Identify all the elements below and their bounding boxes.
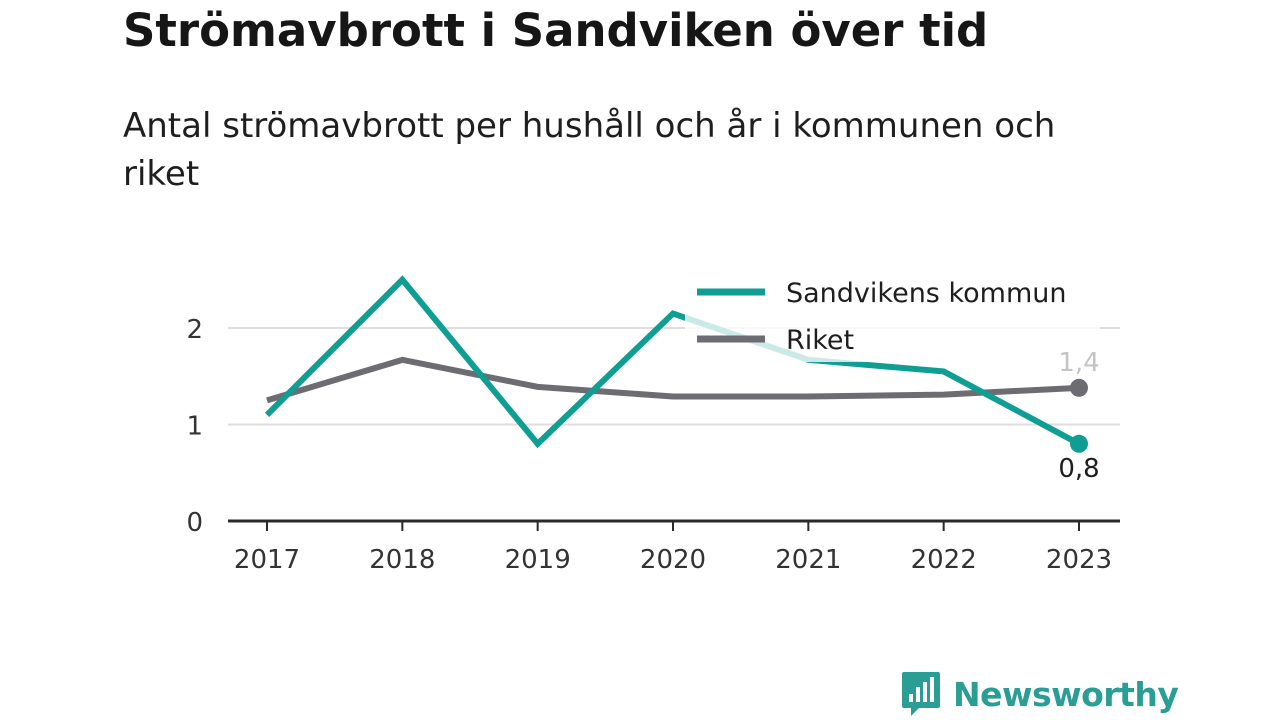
x-tick-label: 2018 <box>369 545 435 575</box>
legend-label: Sandvikens kommun <box>786 278 1066 309</box>
end-point-marker <box>1070 378 1088 397</box>
end-point-marker <box>1070 434 1088 453</box>
y-tick-label: 2 <box>186 315 203 345</box>
legend-background <box>685 268 1100 362</box>
legend-label: Riket <box>786 325 854 356</box>
series-line-riket <box>266 356 1080 404</box>
y-tick-label: 1 <box>186 412 203 442</box>
end-value-label: 1,4 <box>1058 348 1099 378</box>
chart-subtitle: Antal strömavbrott per hushåll och år i … <box>123 106 1056 194</box>
x-axis-ticks: 2017 2018 2019 2020 2021 2022 2023 <box>234 521 1112 575</box>
y-axis-ticks: 0 1 2 <box>186 315 203 538</box>
newsworthy-logo-icon <box>902 672 940 716</box>
end-value-label: 0,8 <box>1058 454 1099 484</box>
x-tick-label: 2023 <box>1046 545 1112 575</box>
brand-logo: Newsworthy <box>901 668 1179 720</box>
x-tick-label: 2022 <box>911 545 977 575</box>
chart-title: Strömavbrott i Sandviken över tid <box>123 4 989 57</box>
x-tick-label: 2019 <box>505 545 571 575</box>
x-tick-label: 2020 <box>640 545 706 575</box>
series-line-sandvikens-kommun <box>264 275 1081 449</box>
brand-name: Newsworthy <box>953 674 1179 714</box>
y-tick-label: 0 <box>186 508 203 538</box>
legend: Sandvikens kommun Riket <box>685 268 1100 362</box>
x-tick-label: 2017 <box>234 545 300 575</box>
end-points: 0,8 1,4 <box>1058 348 1099 484</box>
x-tick-label: 2021 <box>775 545 841 575</box>
series-lines <box>264 275 1081 449</box>
